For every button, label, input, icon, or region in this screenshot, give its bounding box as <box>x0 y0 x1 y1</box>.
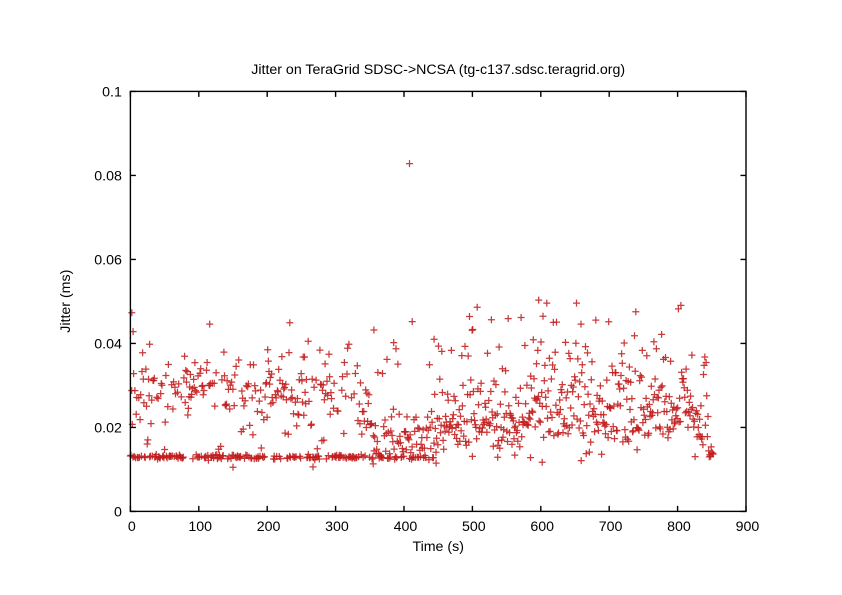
svg-text:600: 600 <box>530 519 554 535</box>
svg-text:100: 100 <box>188 519 212 535</box>
svg-text:Jitter on TeraGrid SDSC->NCSA: Jitter on TeraGrid SDSC->NCSA (tg-c137.s… <box>251 62 625 78</box>
svg-text:Jitter (ms): Jitter (ms) <box>58 270 74 333</box>
svg-text:0.08: 0.08 <box>94 168 122 184</box>
svg-text:0: 0 <box>128 519 136 535</box>
svg-text:Time (s): Time (s) <box>412 539 464 555</box>
svg-text:0.06: 0.06 <box>94 252 122 268</box>
svg-text:0.1: 0.1 <box>102 84 122 100</box>
svg-text:0: 0 <box>114 504 122 520</box>
svg-text:500: 500 <box>462 519 486 535</box>
svg-text:0.04: 0.04 <box>94 336 122 352</box>
svg-text:300: 300 <box>325 519 349 535</box>
svg-text:200: 200 <box>257 519 281 535</box>
svg-text:400: 400 <box>394 519 418 535</box>
svg-text:800: 800 <box>667 519 691 535</box>
svg-text:0.02: 0.02 <box>94 420 122 436</box>
svg-text:900: 900 <box>736 519 760 535</box>
svg-text:700: 700 <box>599 519 623 535</box>
